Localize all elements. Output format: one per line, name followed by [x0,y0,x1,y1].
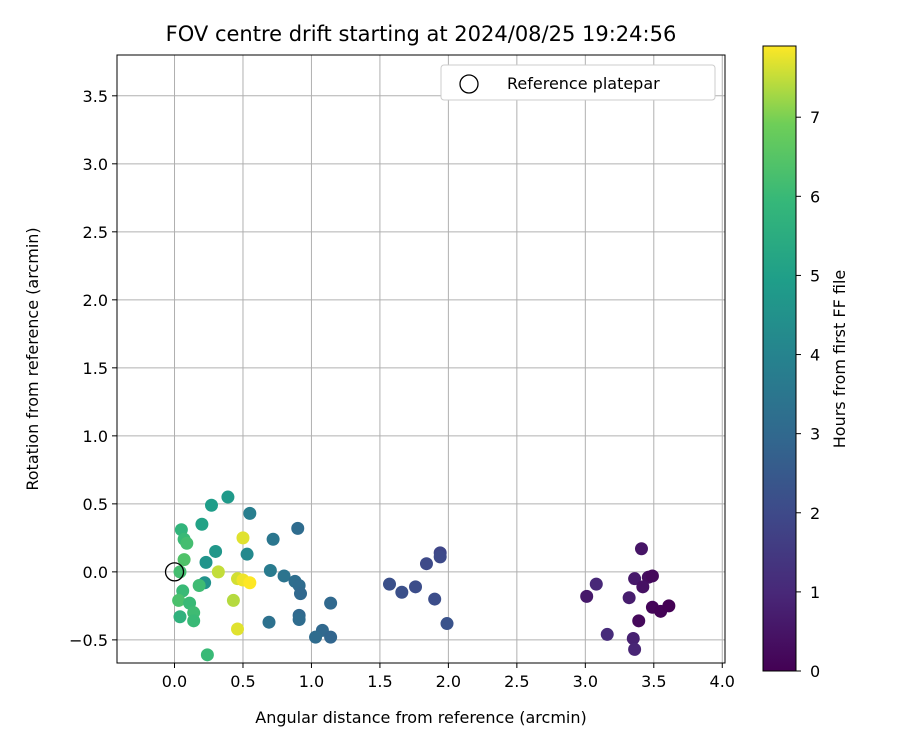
scatter-point [221,490,235,504]
scatter-point [409,580,423,594]
x-tick-label: 0.0 [162,672,187,691]
y-tick-label: 3.0 [83,155,108,174]
x-tick-label: 0.5 [230,672,255,691]
grid-lines [117,55,725,663]
legend-marker-reference [459,74,479,94]
scatter-point [626,632,640,646]
scatter-point [173,610,187,624]
y-tick-label: 1.5 [83,359,108,378]
scatter-point [240,547,254,561]
scatter-point [192,578,206,592]
x-axis-ticks: 0.0 0.5 1.0 1.5 2.0 2.5 3.0 3.5 4.0 [162,663,735,691]
colorbar-tick-label: 0 [810,662,820,681]
colorbar-tick-label: 7 [810,108,820,127]
colorbar-gradient [762,45,797,672]
y-tick-label: 0.0 [83,563,108,582]
y-tick-label: 1.0 [83,427,108,446]
scatter-point [634,542,648,556]
scatter-point [622,591,636,605]
legend: Reference platepar [440,64,716,101]
scatter-point [292,612,306,626]
chart-title: FOV centre drift starting at 2024/08/25 … [166,22,677,46]
scatter-point [645,569,659,583]
scatter-point [243,576,257,590]
scatter-point [173,565,187,579]
y-tick-label: 2.5 [83,223,108,242]
scatter-point [209,544,223,558]
colorbar-label: Hours from first FF file [830,270,849,449]
scatter-point [324,630,338,644]
reference-point-marker [164,562,185,582]
legend-box [440,64,716,101]
scatter-point [211,565,225,579]
scatter-point [309,630,323,644]
scatter-point [200,648,214,662]
scatter-point [277,569,291,583]
scatter-point [662,599,676,613]
scatter-points [172,490,676,662]
scatter-point [243,506,257,520]
colorbar-tick-label: 4 [810,346,820,365]
scatter-point [324,596,338,610]
scatter-point [433,550,447,564]
scatter-point [177,553,191,567]
scatter-point [180,536,194,550]
x-tick-label: 3.5 [641,672,666,691]
scatter-point [632,614,646,628]
x-tick-label: 1.0 [299,672,324,691]
scatter-point [172,593,186,607]
scatter-point [440,617,454,631]
scatter-point [600,627,614,641]
scatter-point [199,555,213,569]
colorbar-tick-label: 6 [810,187,820,206]
colorbar-ticks: 0 1 2 3 4 5 6 7 [796,108,820,681]
y-axis-ticks: −0.5 0.0 0.5 1.0 1.5 2.0 2.5 3.0 3.5 [69,87,117,650]
y-tick-label: 2.0 [83,291,108,310]
colorbar-tick-label: 5 [810,266,820,285]
scatter-point [204,498,218,512]
legend-label-reference: Reference platepar [507,74,660,93]
colorbar: 0 1 2 3 4 5 6 7 Hours from first FF file [762,45,849,681]
scatter-point [266,532,280,546]
scatter-point [293,587,307,601]
scatter-point [628,572,642,586]
y-tick-label: 0.5 [83,495,108,514]
plot-frame [116,54,726,664]
scatter-point [419,557,433,571]
colorbar-tick-label: 1 [810,583,820,602]
x-tick-label: 2.5 [504,672,529,691]
x-axis-label: Angular distance from reference (arcmin) [255,708,586,727]
colorbar-tick-label: 2 [810,504,820,523]
colorbar-tick-label: 3 [810,425,820,444]
scatter-point [589,577,603,591]
scatter-point [383,577,397,591]
scatter-point [628,642,642,656]
scatter-point [226,593,240,607]
y-tick-label: −0.5 [69,631,108,650]
y-axis-label: Rotation from reference (arcmin) [23,227,42,490]
x-tick-label: 2.0 [436,672,461,691]
scatter-point [187,614,201,628]
scatter-point [428,592,442,606]
scatter-point [195,517,209,531]
scatter-point [231,622,245,636]
x-tick-label: 1.5 [367,672,392,691]
scatter-point [636,580,650,594]
y-tick-label: 3.5 [83,87,108,106]
x-tick-label: 3.0 [573,672,598,691]
scatter-point [291,521,305,535]
scatter-point [395,585,409,599]
scatter-point [580,589,594,603]
scatter-point [262,615,276,629]
x-tick-label: 4.0 [710,672,735,691]
scatter-point [236,531,250,545]
scatter-point [263,564,277,578]
